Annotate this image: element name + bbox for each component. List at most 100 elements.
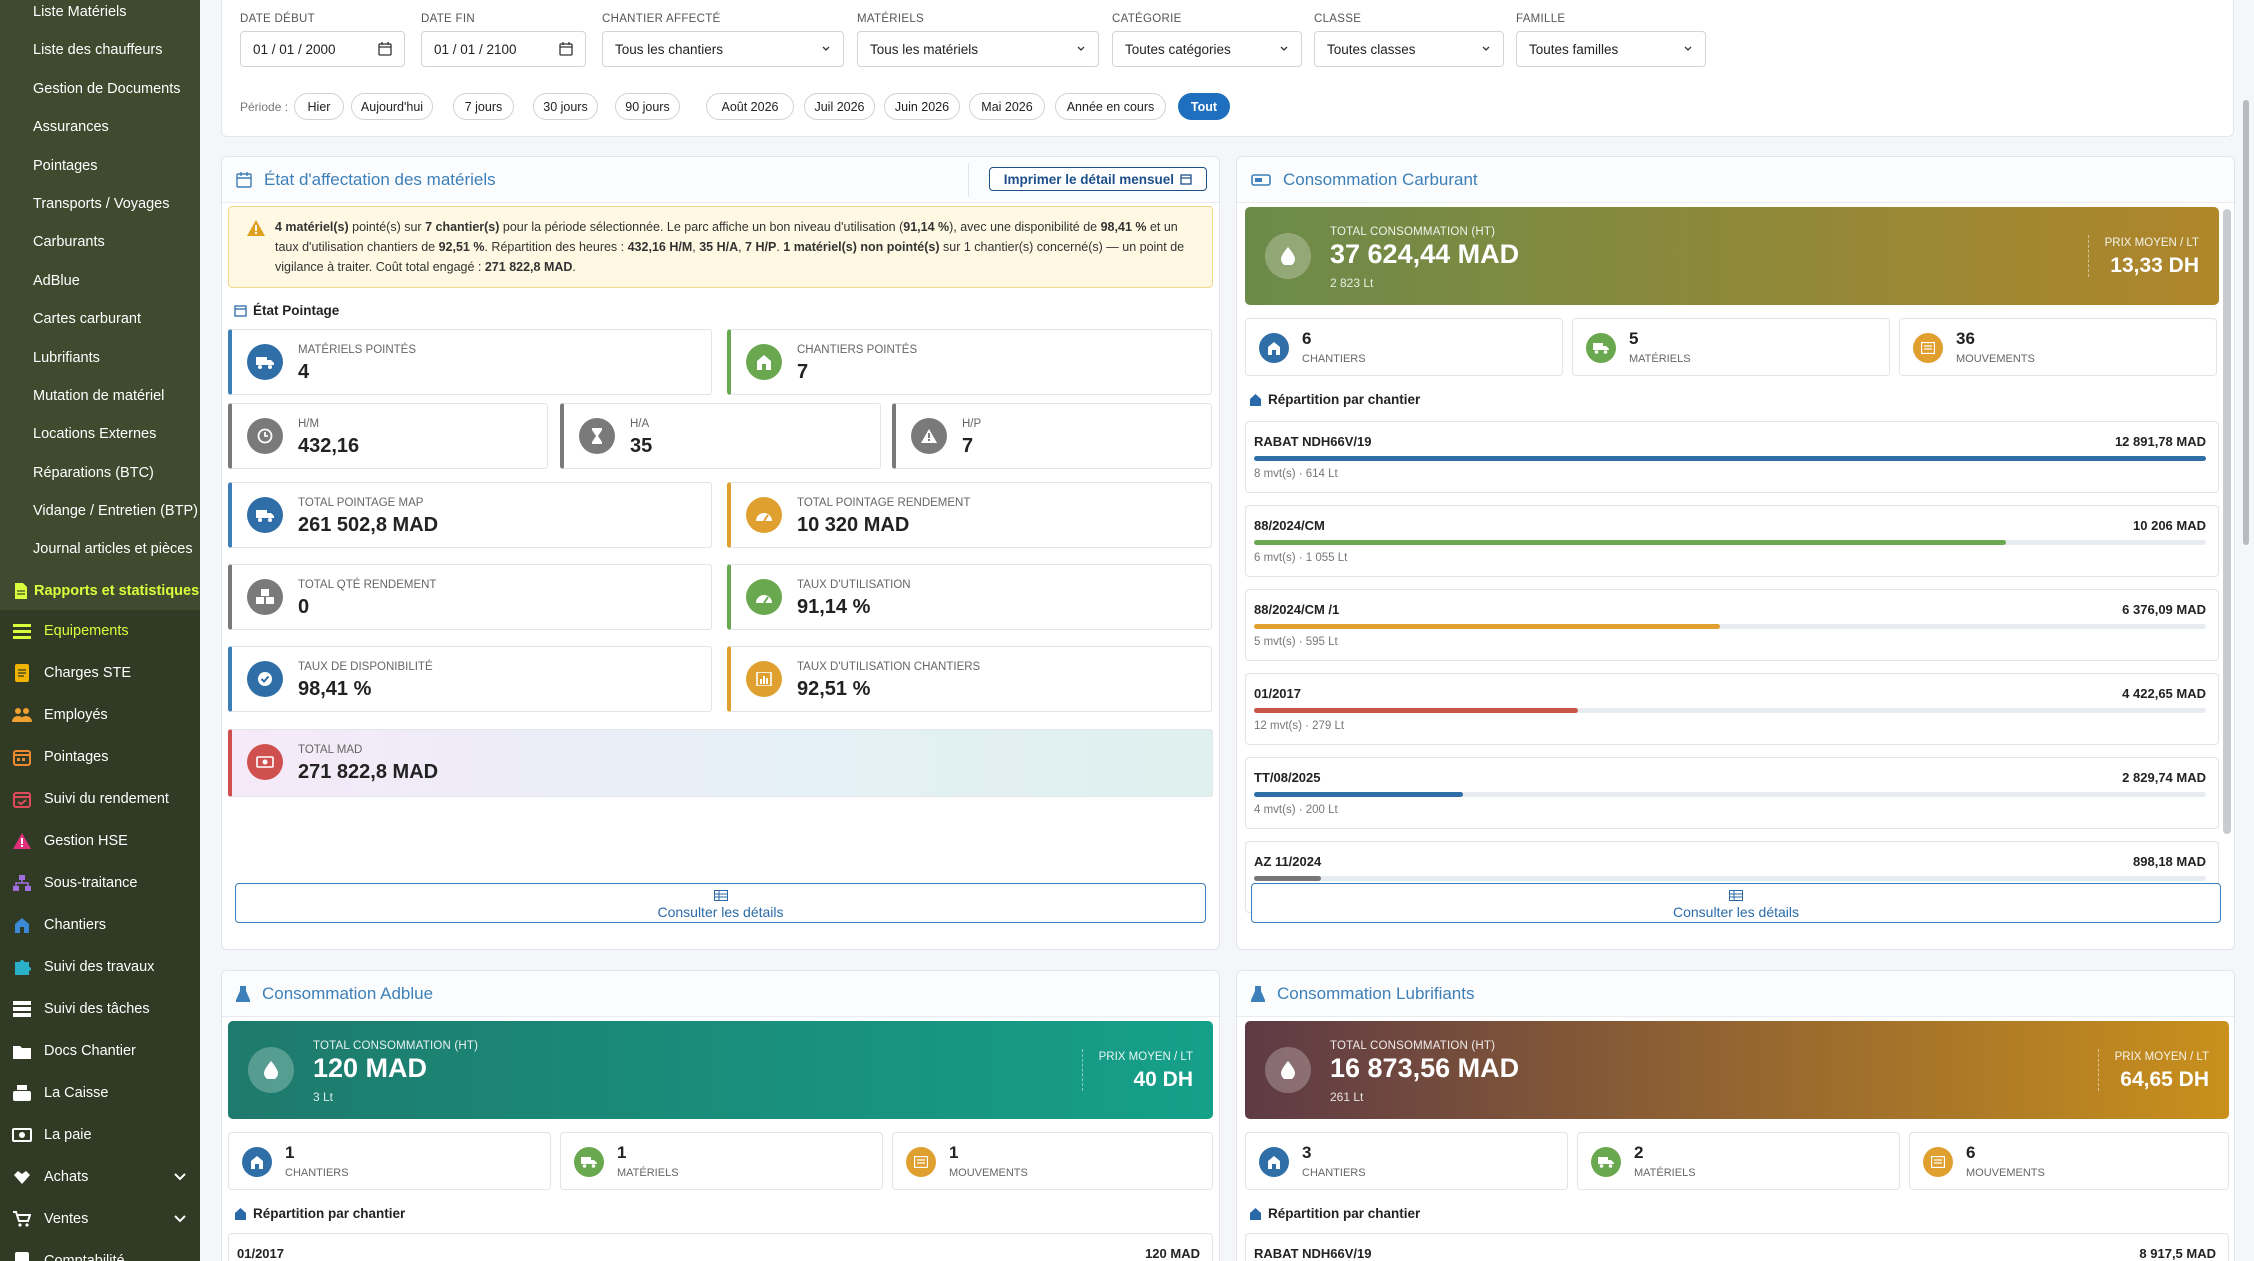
mini-label: MOUVEMENTS [1966,1167,2045,1179]
sidebar-item-docs-chantier[interactable]: Docs Chantier [0,1030,200,1072]
sidebar-item-label: Chantiers [44,917,107,933]
row-amount: 6 376,09 MAD [2122,602,2206,617]
etat-pointage-label: État Pointage [253,303,340,318]
sidebar-item-liste-chauffeurs[interactable]: Liste des chauffeurs [33,42,163,59]
row-amount: 10 206 MAD [2133,518,2206,533]
classe-label: CLASSE [1314,13,1362,25]
period-tout[interactable]: Tout [1178,93,1230,120]
period-30-jours[interactable]: 30 jours [533,93,598,120]
sidebar-item-achats[interactable]: Achats [0,1156,200,1198]
sidebar-item-label: Suivi des tâches [44,1001,150,1017]
categorie-select[interactable]: Toutes catégories [1112,31,1302,67]
mini-value: 36 [1956,329,1975,348]
sidebar-item-sous-traitance[interactable]: Sous-traitance [0,862,200,904]
period-juin-2026[interactable]: Juin 2026 [884,93,960,120]
sidebar-item-adblue[interactable]: AdBlue [33,272,80,289]
materiels-select[interactable]: Tous les matériels [857,31,1099,67]
carburant-details-button[interactable]: Consulter les détails [1251,883,2221,923]
mini-materiels: 5 MATÉRIELS [1572,318,1890,376]
row-sub: 4 mvt(s) · 200 Lt [1254,804,1338,816]
print-monthly-button[interactable]: Imprimer le détail mensuel [988,167,1207,191]
chantier-label: CHANTIER AFFECTÉ [602,13,721,25]
chevron-down-icon [822,46,830,51]
affectation-details-button[interactable]: Consulter les détails [235,883,1206,923]
page-scrollbar[interactable] [2243,100,2249,545]
scrollbar[interactable] [2223,209,2231,834]
sidebar-item-suivi-rendement[interactable]: Suivi du rendement [0,778,200,820]
mini-materiels: 1 MATÉRIELS [560,1132,883,1190]
mini-label: MOUVEMENTS [1956,353,2035,365]
sidebar-item-pointages-sub[interactable]: Pointages [33,157,98,174]
date-debut-input[interactable]: 01 / 01 / 2000 [240,31,405,67]
sidebar-item-reparations[interactable]: Réparations (BTC) [33,464,154,481]
period-annee-en-cours[interactable]: Année en cours [1055,93,1166,120]
summary-alert-text: 4 matériel(s) pointé(s) sur 7 chantier(s… [275,220,1185,274]
mini-label: MATÉRIELS [617,1167,679,1179]
mini-mouvements: 1 MOUVEMENTS [892,1132,1213,1190]
sidebar-item-suivi-taches[interactable]: Suivi des tâches [0,988,200,1030]
sidebar-item-label: La paie [44,1127,92,1143]
sidebar-item-journal[interactable]: Journal articles et pièces [33,541,193,558]
clock-icon [247,418,283,454]
sidebar-item-ventes[interactable]: Ventes [0,1198,200,1240]
period-7-jours[interactable]: 7 jours [453,93,514,120]
period-label: Période : [240,100,289,114]
sidebar-item-charges-ste[interactable]: Charges STE [0,652,200,694]
sidebar-item-comptabilite[interactable]: Comptabilité [0,1240,200,1261]
building-icon [1250,394,1261,406]
sidebar-item-cartes-carburant[interactable]: Cartes carburant [33,311,141,328]
period-aout-2026[interactable]: Août 2026 [706,93,794,120]
sidebar-item-suivi-travaux[interactable]: Suivi des travaux [0,946,200,988]
period-hier[interactable]: Hier [294,93,344,120]
total-liters: 2 823 Lt [1330,276,1374,290]
cart-icon [12,1209,32,1229]
famille-label: FAMILLE [1516,13,1566,25]
sidebar-item-la-paie[interactable]: La paie [0,1114,200,1156]
sidebar-item-label: Achats [44,1169,89,1185]
lubrifiants-total-banner: TOTAL CONSOMMATION (HT) 16 873,56 MAD 26… [1245,1021,2229,1119]
cubes-icon [247,579,283,615]
total-value: 120 MAD [313,1053,428,1083]
period-mai-2026[interactable]: Mai 2026 [969,93,1045,120]
row-amount: 2 829,74 MAD [2122,770,2206,785]
stat-value: 4 [298,361,310,383]
sidebar-item-vidange[interactable]: Vidange / Entretien (BTP) [33,503,198,520]
sidebar-item-gestion-hse[interactable]: Gestion HSE [0,820,200,862]
calendar-icon [234,305,247,317]
header-divider [968,163,969,197]
stat-label: TOTAL MAD [298,744,363,756]
classe-select[interactable]: Toutes classes [1314,31,1504,67]
mini-value: 5 [1629,329,1639,348]
banner-divider [1082,1049,1083,1091]
period-juil-2026[interactable]: Juil 2026 [804,93,875,120]
folder-icon [12,1041,32,1061]
stat-taux-utilisation-chantiers: TAUX D'UTILISATION CHANTIERS 92,51 % [727,646,1212,712]
sidebar-item-lubrifiants[interactable]: Lubrifiants [33,349,100,366]
sidebar-item-carburants[interactable]: Carburants [33,234,105,251]
sidebar-item-rapports[interactable]: Rapports et statistiques [0,572,200,610]
period-90-jours[interactable]: 90 jours [615,93,680,120]
progress-track [1254,792,2206,797]
progress-fill [1254,624,1721,629]
date-fin-input[interactable]: 01 / 01 / 2100 [421,31,586,67]
mini-value: 2 [1634,1143,1644,1162]
sidebar-item-mutation[interactable]: Mutation de matériel [33,387,165,404]
prix-label: PRIX MOYEN / LT [1098,1051,1193,1063]
stat-label: TAUX DE DISPONIBILITÉ [298,661,433,673]
sidebar-item-liste-materiels[interactable]: Liste Matériels [33,4,127,20]
row-amount: 8 917,5 MAD [2139,1246,2216,1261]
sidebar-item-locations-externes[interactable]: Locations Externes [33,426,157,443]
sidebar-item-equipements[interactable]: Equipements [0,610,200,652]
adblue-title: Consommation Adblue [262,983,434,1003]
carburant-title: Consommation Carburant [1283,169,1478,189]
sidebar-item-assurances[interactable]: Assurances [33,119,109,136]
sidebar-item-pointages[interactable]: Pointages [0,736,200,778]
sidebar-item-gestion-documents[interactable]: Gestion de Documents [33,80,181,97]
chantier-select[interactable]: Tous les chantiers [602,31,844,67]
famille-select[interactable]: Toutes familles [1516,31,1706,67]
sidebar-item-la-caisse[interactable]: La Caisse [0,1072,200,1114]
sidebar-item-chantiers[interactable]: Chantiers [0,904,200,946]
sidebar-item-transports[interactable]: Transports / Voyages [33,195,170,212]
period-aujourdhui[interactable]: Aujourd'hui [351,93,433,120]
sidebar-item-employes[interactable]: Employés [0,694,200,736]
